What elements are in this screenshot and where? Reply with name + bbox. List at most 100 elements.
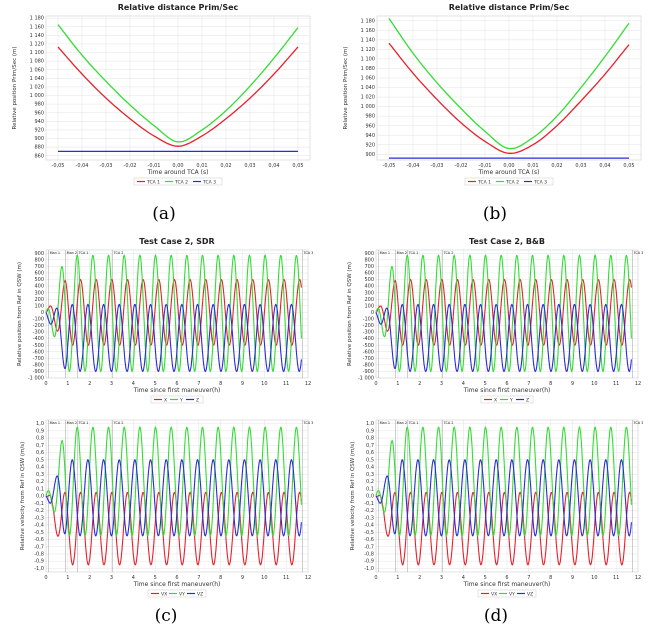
chart-panel-b: Relative distance Prim/Sec 900 920 940 960 98… [337,2,653,198]
y-tick-label: 0,1 [366,486,374,492]
y-tick-label: 940 [34,119,44,125]
x-tick-label: 2 [418,575,421,581]
x-tick-label: 8 [549,575,552,581]
x-tick-label: 6 [175,381,178,387]
legend-box [464,177,554,186]
legend-label-z: Z [526,397,529,403]
x-tick-label: 9 [241,575,244,581]
x-tick-label: -0,04 [76,163,89,169]
y-tick-label: 800 [34,257,44,263]
y-tick-label: 0,5 [36,457,44,463]
x-tick-label: 7 [527,575,530,581]
y-tick-label: 1 040 [30,76,44,82]
y-tick-label: 0 [371,310,374,316]
x-tick-label: 9 [241,381,244,387]
y-tick-label: 0,4 [36,465,44,471]
legend-label-y: Y [179,397,183,403]
chart-panel-d: Test Case 2, B&B -1 000 -900 -800 -700 -600 -5… [346,230,647,600]
chart-b: Relative distance Prim/Sec 900 920 940 960 98… [343,3,642,186]
x-tick-label: 0,03 [244,163,255,169]
y-tick-label: -1,0 [34,566,44,572]
legend-label-vy: VY [509,591,515,597]
y-tick-label: 0 [41,310,44,316]
legend-label-x: X [164,397,167,403]
y-tick-label: 860 [34,153,44,159]
y-tick-label: -0,2 [34,508,44,514]
y-tick-label: 100 [364,303,374,309]
y-tick-label: 1,0 [36,421,44,427]
x-tick-label: 4 [462,575,465,581]
x-tick-label: -0,04 [407,163,420,169]
x-tick-label: 8 [219,575,222,581]
series-line-tca-2 [388,18,630,150]
y-tick-label: 1 020 [30,85,44,91]
y-tick-label: 700 [34,264,44,270]
y-tick-label: -0,5 [34,530,44,536]
y-axis-label: Relative velocity from Ref in QSW (m/s) [20,442,26,551]
y-tick-label: -0,1 [364,501,374,507]
legend-label-tca-1: TCA 1 [146,179,160,185]
x-tick-label: 0,05 [623,163,634,169]
x-axis-label: Time around TCA (s) [147,169,209,176]
y-tick-label: -0,4 [34,523,44,529]
y-tick-label: 400 [34,284,44,290]
x-tick-label: 0,03 [575,163,586,169]
y-tick-label: 0,8 [366,436,374,442]
x-axis-label: Time since first maneuver(h) [463,581,551,588]
x-axis-label: Time since first maneuver(h) [133,581,221,588]
series-line-y [375,254,632,373]
y-tick-label: -1 000 [358,376,374,382]
chart-group-d-bottom: -1,0-0,9-0,8 -0,7-0,6-0,5-0,4 -0,3-0,2-0,1… [350,419,643,597]
y-tick-label: -200 [33,323,44,329]
y-tick-label: 600 [34,271,44,277]
x-tick-label: 3 [110,575,113,581]
x-tick-label: 0,04 [599,163,610,169]
chart-panel-a: Relative distance Prim/Sec 860 880 900 920 94… [6,2,322,198]
series-line-z [45,303,302,373]
x-tick-label: 0 [44,575,47,581]
legend-label-z: Z [196,397,199,403]
x-tick-label: 9 [571,381,574,387]
x-tick-label: -0,02 [455,163,468,169]
x-tick-label: 4 [462,381,465,387]
y-tick-label: 1 100 [30,50,44,56]
y-tick-label: 980 [34,102,44,108]
y-tick-label: 200 [364,297,374,303]
y-tick-label: -0,1 [34,501,44,507]
series-line-vz [45,458,302,537]
x-tick-label: -0,01 [479,163,492,169]
x-tick-label: 2 [418,381,421,387]
y-tick-label: -400 [33,336,44,342]
x-tick-label: 0 [374,381,377,387]
y-tick-label: -500 [33,343,44,349]
series-line-vy [375,425,632,538]
y-tick-label: 0,7 [36,443,44,449]
x-tick-label: -0,05 [383,163,396,169]
y-tick-label: 960 [34,110,44,116]
y-tick-label: -900 [363,369,374,375]
y-tick-label: 1 000 [30,93,44,99]
y-tick-label: 0,3 [36,472,44,478]
x-tick-label: -0,03 [100,163,113,169]
x-tick-label: 4 [132,381,135,387]
caption-c: (c) [154,606,178,626]
y-tick-label: 0,6 [36,450,44,456]
y-tick-label: -0,9 [34,559,44,565]
y-tick-label: 900 [365,152,375,158]
caption-a: (a) [152,204,176,224]
y-tick-label: -100 [33,317,44,323]
y-tick-label: -400 [363,336,374,342]
y-tick-label: 0,1 [36,486,44,492]
x-tick-label: 10 [591,381,597,387]
y-tick-label: 1 120 [361,47,375,53]
x-tick-label: 3 [440,575,443,581]
y-tick-label: -300 [363,330,374,336]
y-tick-label: -300 [33,330,44,336]
y-tick-label: 0,7 [366,443,374,449]
event-marker-label: Man 1 [50,251,60,255]
x-tick-label: 6 [505,575,508,581]
y-tick-label: 300 [364,290,374,296]
x-tick-label: 5 [484,381,487,387]
y-tick-label: -0,8 [34,552,44,558]
y-tick-label: -500 [363,343,374,349]
